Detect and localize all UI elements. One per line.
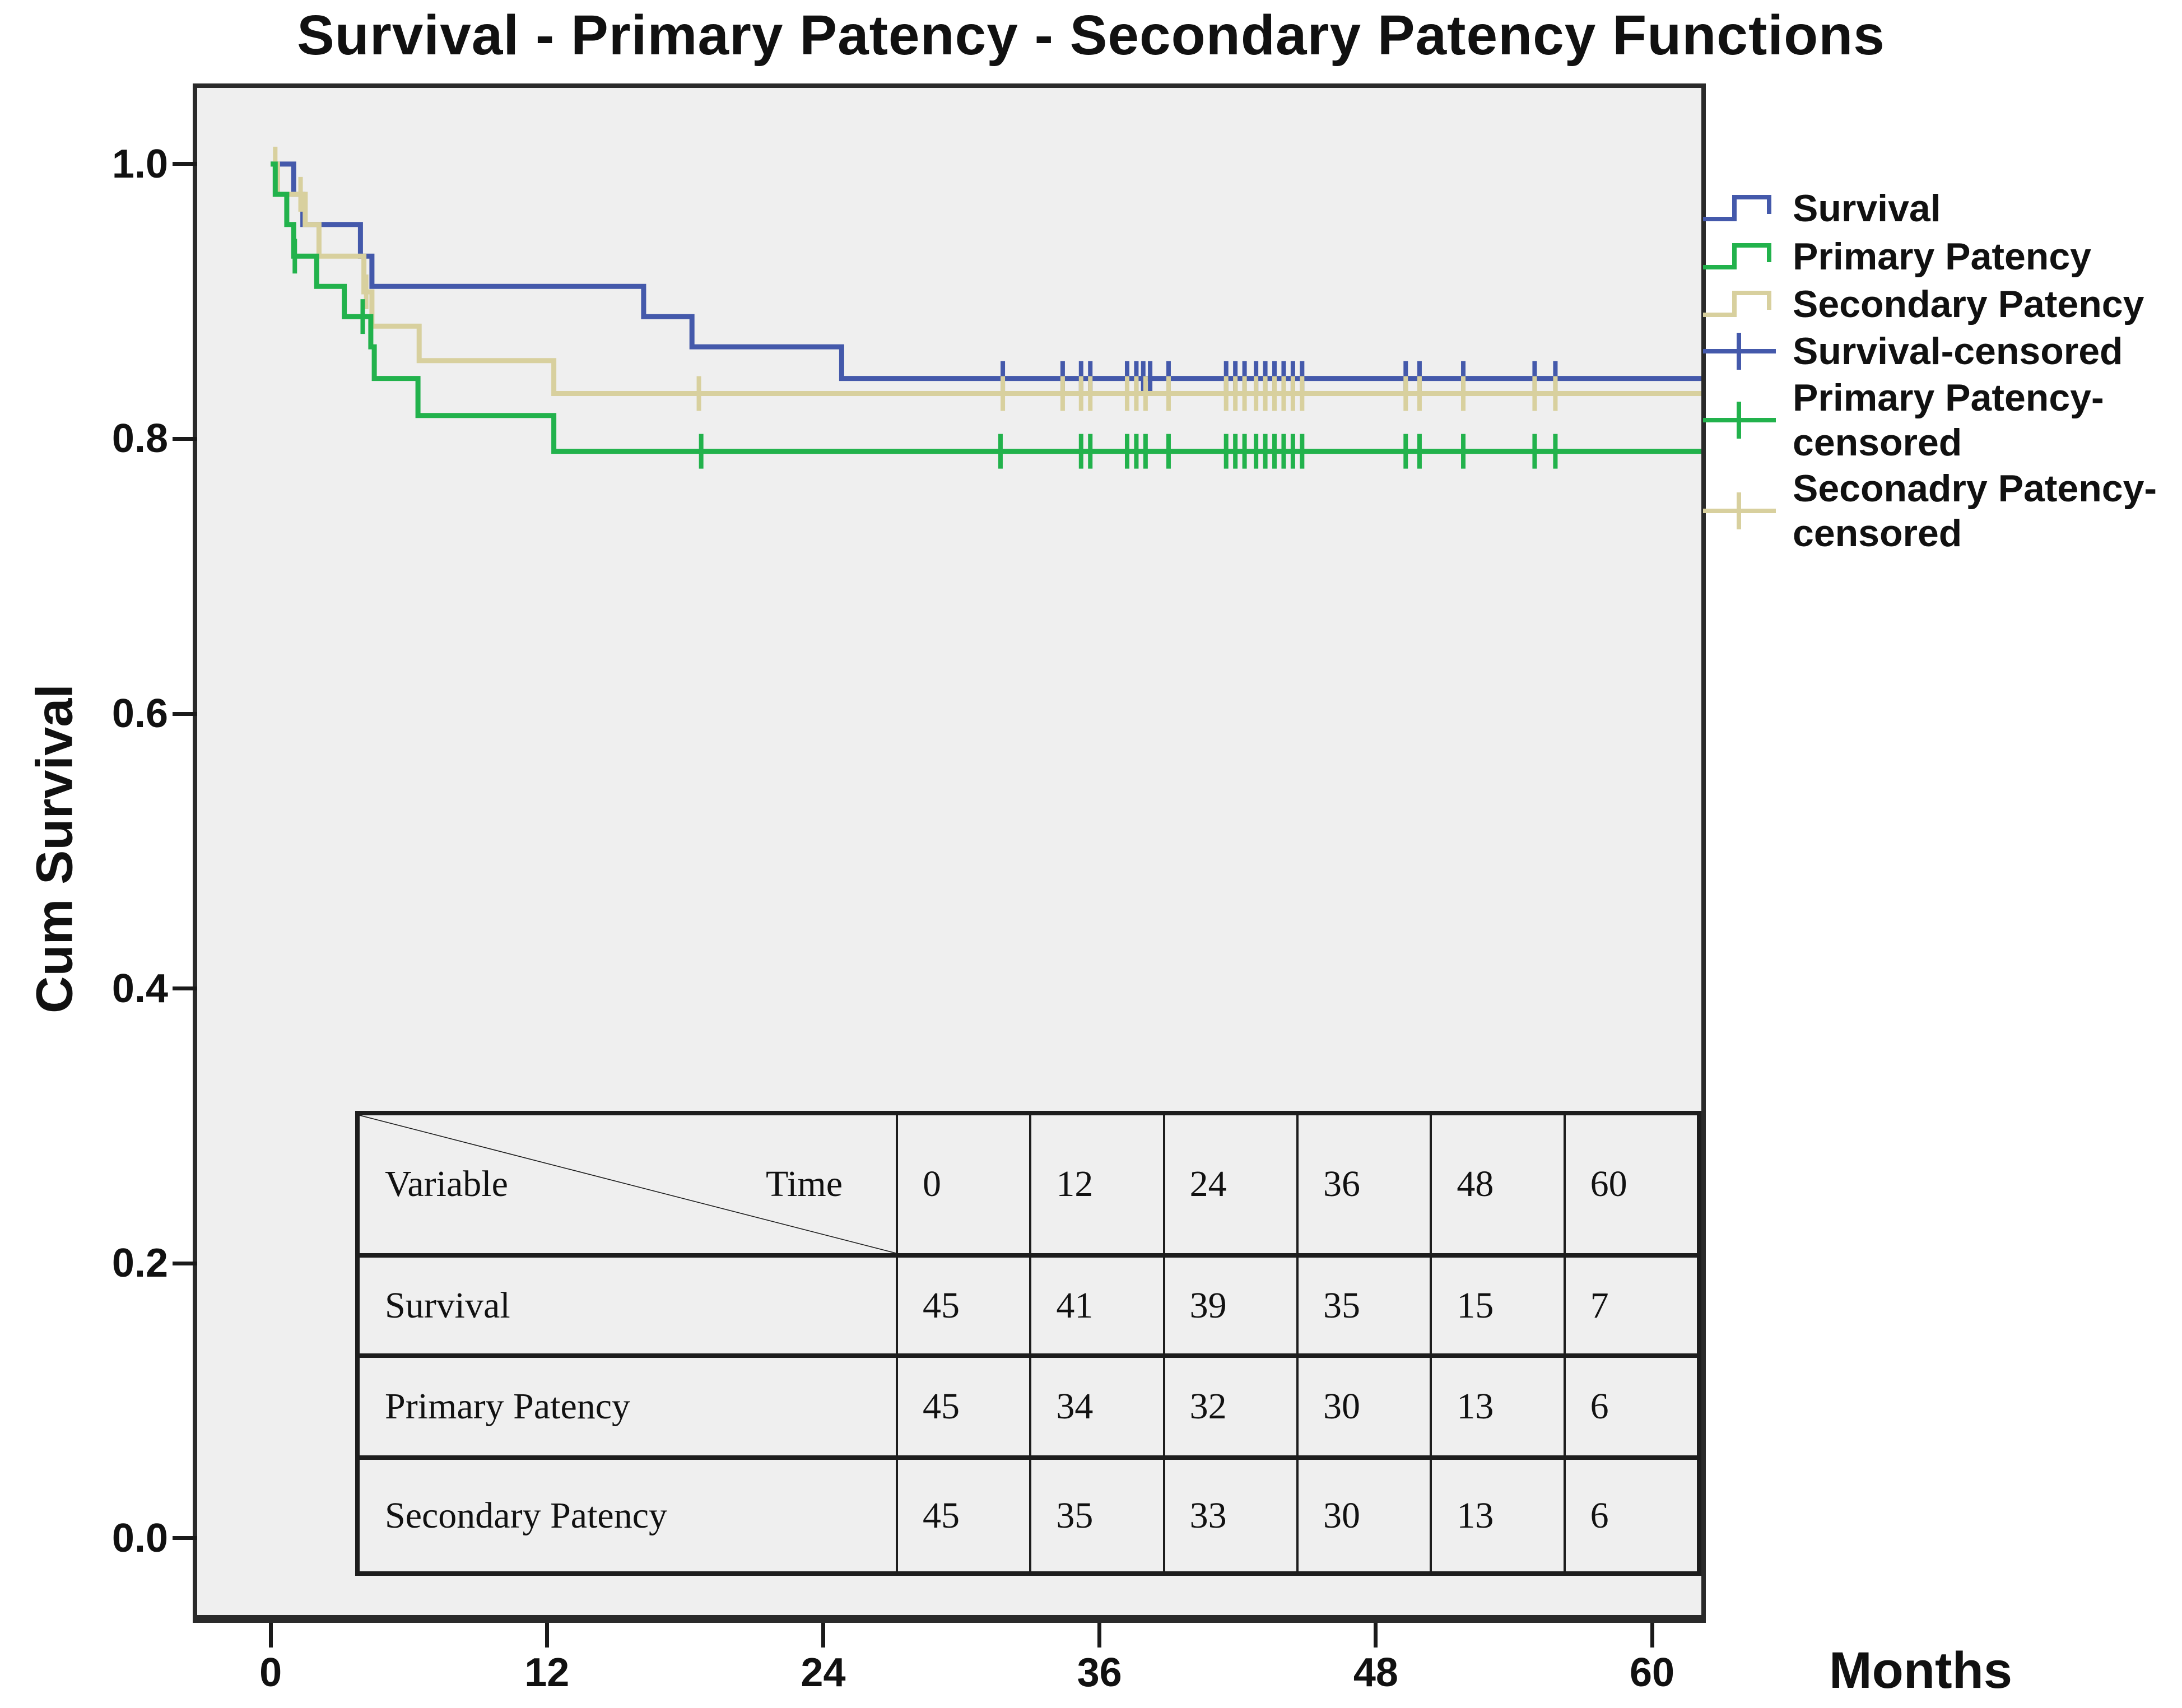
- risk-table-row-label: Survival: [385, 1285, 510, 1326]
- x-axis-title: Months: [1829, 1642, 2013, 1699]
- legend-label: Seconadry Patency-censored: [1793, 467, 2157, 555]
- chart-title: Survival - Primary Patency - Secondary P…: [297, 4, 1885, 67]
- y-tick-label: 1.0: [111, 141, 168, 187]
- legend-censored-plus-icon: [1703, 492, 1776, 529]
- risk-table-row-secondary-patency: Secondary Patency 45 35 33 30 13 6: [360, 1455, 1697, 1571]
- risk-table-value-cell: 0: [896, 1115, 1029, 1253]
- curve-secondary-patency: [271, 161, 1701, 396]
- x-tick-mark: [1374, 1623, 1378, 1648]
- risk-table-value-cell: 34: [1029, 1358, 1162, 1455]
- legend-entry-survival: Survival: [1703, 185, 1941, 231]
- legend-censored-plus-icon: [1703, 402, 1776, 439]
- numbers-at-risk-table: Variable Time 0 12 24 36 48 60 Survival 45 41 39 35 1…: [355, 1111, 1701, 1576]
- y-tick-mark: [173, 1536, 197, 1541]
- y-tick-label: 0.6: [111, 691, 168, 737]
- risk-table-value-cell: 36: [1296, 1115, 1430, 1253]
- risk-table-value-cell: 48: [1430, 1115, 1563, 1253]
- legend-entry-secondary-patency: Secondary Patency: [1703, 281, 2144, 327]
- legend-label: Secondary Patency: [1793, 283, 2144, 325]
- risk-table-value-cell: 13: [1430, 1358, 1563, 1455]
- curve-survival: [271, 161, 1701, 381]
- y-tick-mark: [173, 986, 197, 991]
- legend-label: Survival: [1793, 187, 1941, 230]
- risk-table-value-cell: 33: [1162, 1460, 1296, 1571]
- corner-time-label: Time: [766, 1164, 843, 1204]
- x-tick-label: 60: [1630, 1650, 1675, 1695]
- risk-table-value-cell: 12: [1029, 1115, 1162, 1253]
- risk-table-value-cell: 39: [1162, 1258, 1296, 1353]
- risk-table-value-cell: 32: [1162, 1358, 1296, 1455]
- risk-table-value-cell: 7: [1563, 1258, 1697, 1353]
- legend-step-line-icon: [1703, 195, 1771, 221]
- risk-table-row-header: Variable Time 0 12 24 36 48 60: [360, 1115, 1697, 1253]
- y-tick-mark: [173, 162, 197, 166]
- legend-label: Survival-censored: [1793, 330, 2123, 373]
- risk-table-row-label: Secondary Patency: [385, 1495, 667, 1536]
- y-tick-mark: [173, 711, 197, 716]
- y-tick-label: 0.4: [111, 966, 168, 1011]
- risk-table-corner-cell: Variable Time: [360, 1115, 896, 1253]
- risk-table-row-survival: Survival 45 41 39 35 15 7: [360, 1253, 1697, 1353]
- x-tick-label: 36: [1077, 1650, 1122, 1695]
- legend-entry-primary-patency: Primary Patency: [1703, 234, 2091, 280]
- risk-table-value-cell: 60: [1563, 1115, 1697, 1253]
- risk-table-value-cell: 30: [1296, 1358, 1430, 1455]
- x-tick-label: 24: [801, 1650, 846, 1695]
- x-tick-mark: [821, 1623, 825, 1648]
- risk-table-value-cell: 13: [1430, 1460, 1563, 1571]
- risk-table-row-primary-patency: Primary Patency 45 34 32 30 13 6: [360, 1353, 1697, 1455]
- legend-entry-primary-patency-censored: Primary Patency-censored: [1703, 374, 2104, 466]
- risk-table-value-cell: 45: [896, 1258, 1029, 1353]
- risk-table-value-cell: 41: [1029, 1258, 1162, 1353]
- corner-diagonal-line: [360, 1115, 896, 1253]
- risk-table-value-cell: 15: [1430, 1258, 1563, 1353]
- x-tick-label: 12: [524, 1650, 570, 1695]
- legend-step-line-icon: [1703, 243, 1771, 269]
- legend-entry-survival-censored: Survival-censored: [1703, 328, 2123, 374]
- x-tick-mark: [1650, 1623, 1654, 1648]
- legend-entry-seconadry-patency-censored: Seconadry Patency-censored: [1703, 465, 2157, 557]
- x-tick-label: 48: [1353, 1650, 1398, 1695]
- risk-table-value-cell: 6: [1563, 1460, 1697, 1571]
- legend-censored-plus-icon: [1703, 333, 1776, 370]
- x-tick-mark: [545, 1623, 549, 1648]
- curve-primary-patency: [271, 161, 1701, 454]
- risk-table-value-cell: 24: [1162, 1115, 1296, 1253]
- risk-table-value-cell: 45: [896, 1358, 1029, 1455]
- y-tick-label: 0.8: [111, 416, 168, 462]
- legend-step-line-icon: [1703, 291, 1771, 317]
- y-tick-label: 0.0: [111, 1515, 168, 1561]
- km-curves-canvas: [271, 146, 1701, 469]
- x-tick-label: 0: [259, 1650, 282, 1695]
- y-tick-mark: [173, 1261, 197, 1265]
- x-tick-mark: [268, 1623, 273, 1648]
- legend-label: Primary Patency: [1793, 235, 2091, 278]
- y-tick-label: 0.2: [111, 1241, 168, 1286]
- risk-table-row-label: Primary Patency: [385, 1386, 631, 1427]
- legend-label: Primary Patency-censored: [1793, 376, 2104, 464]
- x-tick-mark: [1097, 1623, 1102, 1648]
- risk-table-value-cell: 35: [1296, 1258, 1430, 1353]
- risk-table-value-cell: 45: [896, 1460, 1029, 1571]
- risk-table-value-cell: 35: [1029, 1460, 1162, 1571]
- y-tick-mark: [173, 436, 197, 441]
- corner-variable-label: Variable: [385, 1164, 508, 1204]
- risk-table-value-cell: 6: [1563, 1358, 1697, 1455]
- risk-table-value-cell: 30: [1296, 1460, 1430, 1571]
